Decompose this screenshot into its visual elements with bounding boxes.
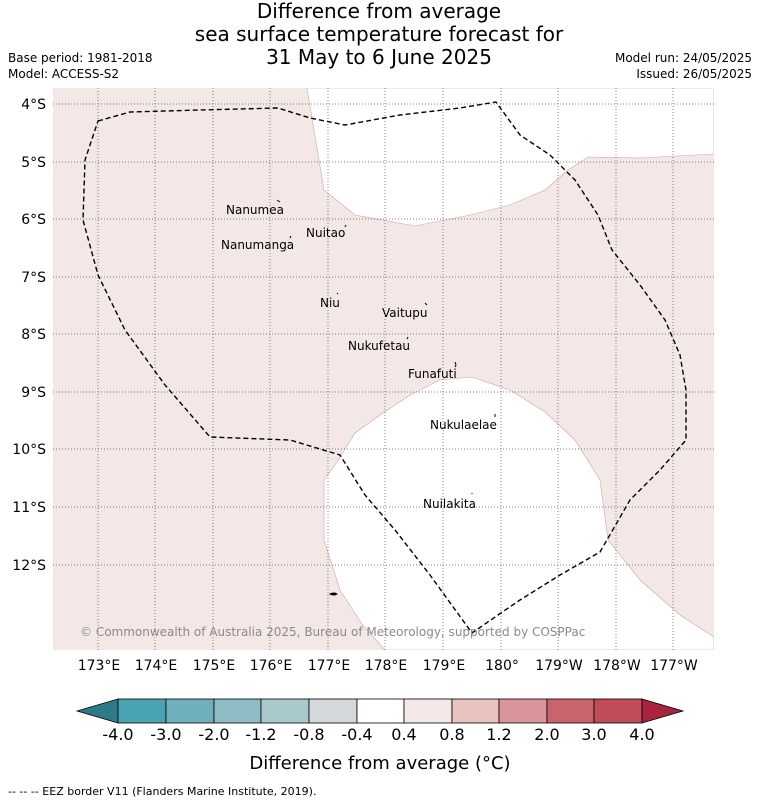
map-panel: Nanumea Nuitao Nanumanga Niu Vaitupu Nuk… [53,88,714,650]
eez-border [82,101,687,634]
colorbar-extend-high [641,698,685,724]
colorbar-tick: -4.0 [102,725,133,744]
lat-label: 10°S [12,442,46,458]
latitude-gridlines [53,103,714,566]
lon-label: 174°E [135,658,178,674]
colorbar-tick: 1.2 [486,725,511,744]
title-line-3: 31 May to 6 June 2025 [266,45,492,69]
title-line-2: sea surface temperature forecast for [194,22,564,46]
colorbar-bin [498,698,548,724]
island-label-nukufetau: Nukufetau [348,339,410,353]
lon-label: 178°E [365,658,408,674]
lat-label: 7°S [21,270,46,286]
island-label-nuitao: Nuitao [306,226,345,240]
colorbar-tick: -2.0 [198,725,229,744]
lon-label: 180° [485,658,519,674]
issued-date: Issued: 26/05/2025 [636,67,752,81]
lat-label: 4°S [21,97,46,113]
colorbar-bin [546,698,595,724]
island-label-vaitupu: Vaitupu [382,306,428,320]
colorbar [75,698,685,724]
colorbar-bin [213,698,262,724]
longitude-gridlines [97,88,674,650]
model-name: Model: ACCESS-S2 [8,67,120,81]
lon-label: 179°E [423,658,466,674]
colorbar-bin [308,698,358,724]
colorbar-tick: 3.0 [581,725,606,744]
lon-label: 177°E [308,658,351,674]
lon-label: 173°E [78,658,121,674]
island-label-nuilakita: Nuilakita [423,497,476,511]
lon-label: 179°W [535,658,583,674]
colorbar-axis-label: Difference from average (°C) [249,753,510,774]
colorbar-tick: 2.0 [534,725,559,744]
lat-label: 12°S [12,558,46,574]
colorbar-tick: -0.8 [293,725,324,744]
island-label-niu: Niu [320,296,340,310]
copyright-notice: © Commonwealth of Australia 2025, Bureau… [80,625,585,639]
lat-label: 6°S [21,212,46,228]
neutral-anomaly-south [323,376,714,650]
latitude-labels: 4°S 5°S 6°S 7°S 8°S 9°S 10°S 11°S 12°S [12,97,46,574]
colorbar-tick-labels: -4.0 -3.0 -2.0 -1.2 -0.8 -0.4 0.4 0.8 1.… [102,725,654,744]
title-line-1: Difference from average [256,0,502,23]
colorbar-extend-low [75,698,119,724]
model-run: Model run: 24/05/2025 [614,51,752,65]
island-marks [276,199,496,596]
base-period: Base period: 1981-2018 [8,51,153,65]
island-label-nanumea: Nanumea [226,203,284,217]
colorbar-tick: -0.4 [341,725,372,744]
lat-label: 11°S [12,500,46,516]
colorbar-bin [356,698,405,724]
lat-label: 5°S [21,155,46,171]
colorbar-bin [593,698,643,724]
island-label-nanumanga: Nanumanga [221,238,294,252]
colorbar-tick: 0.4 [391,725,416,744]
lon-label: 178°W [593,658,641,674]
lon-label: 177°W [650,658,698,674]
colorbar-bin [403,698,453,724]
lon-label: 176°E [250,658,293,674]
eez-legend-note: -- -- -- EEZ border V11 (Flanders Marine… [8,785,317,798]
island-label-nukulaelae: Nukulaelae [430,418,497,432]
colorbar-bin [451,698,500,724]
colorbar-tick: -3.0 [150,725,181,744]
lon-label: 175°E [193,658,236,674]
colorbar-bin [260,698,310,724]
colorbar-bin [165,698,215,724]
colorbar-tick: 0.8 [439,725,464,744]
colorbar-tick: 4.0 [629,725,654,744]
lat-label: 8°S [21,327,46,343]
neutral-anomaly-north [306,88,714,227]
longitude-labels: 173°E 174°E 175°E 176°E 177°E 178°E 179°… [78,658,698,674]
lat-label: 9°S [21,385,46,401]
colorbar-bin [117,698,167,724]
island-label-funafuti: Funafuti [408,367,457,381]
colorbar-tick: -1.2 [245,725,276,744]
